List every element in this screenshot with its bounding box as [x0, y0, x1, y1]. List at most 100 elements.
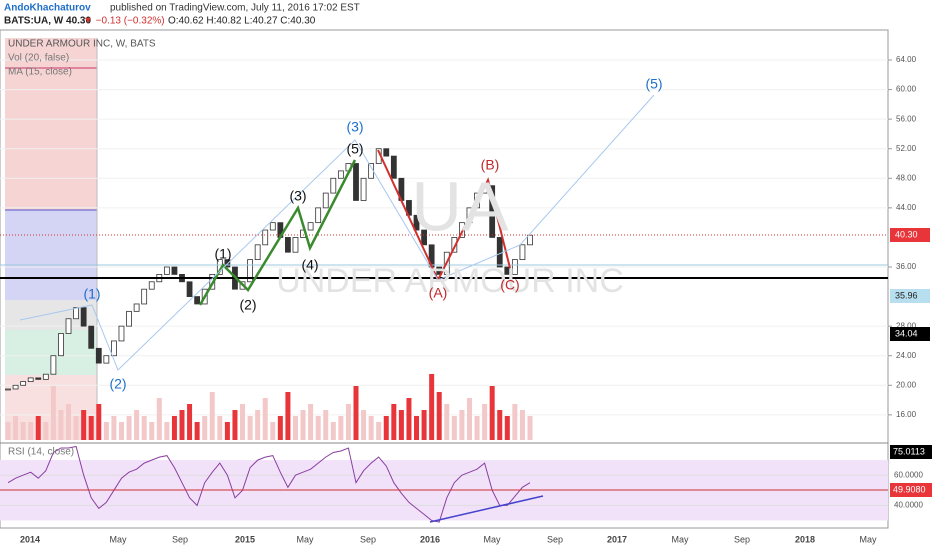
x-tick-label: Sep [734, 534, 750, 544]
change: ▼ −0.13 (−0.32%) [83, 16, 165, 27]
rsi-tag-label: 75.0113 [893, 446, 925, 456]
indicator-label: MA (15, close) [8, 67, 72, 78]
candle-body [527, 234, 533, 246]
volume-bar [126, 416, 132, 440]
volume-bar [497, 410, 503, 440]
volume-bar [149, 422, 155, 440]
volume-bar [118, 422, 124, 440]
volume-bar [88, 416, 94, 440]
volume-bar [194, 422, 200, 440]
volume-bar [459, 410, 465, 440]
projection-wave [19, 94, 655, 371]
watermark: UA [411, 167, 509, 245]
wave-label: (1) [214, 246, 231, 262]
candle-body [504, 266, 511, 275]
candle-body [186, 281, 193, 297]
x-tick-label: 2014 [20, 534, 40, 544]
candle-body [111, 340, 117, 357]
symbol: BATS:UA, W 40.30 [4, 16, 91, 27]
volume-bar [330, 422, 336, 440]
y-tick-label: 16.00 [896, 410, 917, 419]
volume-bar [247, 416, 253, 440]
volume-bar [376, 422, 382, 440]
candle-body [292, 237, 299, 253]
candle-body [254, 244, 261, 261]
y-tick-label: 20.00 [896, 380, 917, 389]
volume-bar [66, 404, 72, 440]
y-tick-label: 60.00 [896, 85, 917, 94]
candle-body [489, 185, 496, 238]
candle-body [95, 347, 102, 364]
candle-body [337, 170, 344, 179]
volume-bar [436, 392, 442, 440]
x-tick-label: 2017 [607, 534, 627, 544]
candle-body [247, 259, 253, 283]
volume-bar [504, 416, 510, 440]
candle-body [20, 381, 27, 386]
volume-bar [255, 410, 261, 440]
x-tick-label: 2018 [795, 534, 815, 544]
candle-body [413, 214, 420, 231]
candle-body [73, 307, 79, 320]
candle-body [390, 155, 397, 179]
volume-bar [383, 416, 389, 440]
candle-body [194, 296, 201, 305]
wave-label: (1) [83, 286, 100, 302]
indicator-label: RSI (14, close) [8, 447, 74, 458]
candle-body [80, 307, 87, 327]
x-tick-label: 2015 [235, 534, 255, 544]
candle-body [42, 373, 49, 380]
volume-bar [73, 416, 79, 440]
volume-bar [527, 416, 533, 440]
watermark: UNDER ARMOUR INC [276, 262, 624, 300]
volume-bar [81, 410, 87, 440]
volume-bar [202, 416, 208, 440]
candle-body [5, 388, 11, 391]
y-tick-label: 60.0000 [894, 470, 923, 479]
volume-bar [103, 422, 109, 440]
wave-label: (4) [301, 257, 318, 273]
candle-body [451, 237, 458, 253]
volume-bar [429, 374, 435, 440]
volume-bar [20, 422, 26, 440]
price-tag [890, 228, 930, 242]
candle-body [262, 229, 269, 246]
volume-bar [96, 404, 102, 440]
candle-body [103, 355, 110, 364]
candle-body [27, 377, 34, 382]
volume-bar [391, 404, 397, 440]
volume-bar [474, 416, 480, 440]
volume-bar [519, 410, 525, 440]
candle-body [12, 384, 19, 390]
candle-body [58, 333, 64, 357]
candle-body [118, 325, 125, 342]
wave-label: (A) [429, 285, 448, 301]
rsi-tag [890, 445, 932, 459]
rsi-tag [890, 483, 932, 497]
volume-bar [353, 386, 359, 440]
volume-bar [368, 416, 374, 440]
candle-body [315, 207, 322, 224]
volume-bar [262, 398, 268, 440]
y-tick-label: 28.00 [896, 321, 917, 330]
volume-bar [111, 416, 117, 440]
volume-bar [421, 410, 427, 440]
y-tick-label: 52.00 [896, 144, 917, 153]
volume-bar [512, 404, 518, 440]
volume-bar [270, 422, 276, 440]
candle-body [353, 163, 359, 201]
candle-body [360, 177, 367, 201]
indicator-label: Vol (20, false) [8, 53, 69, 64]
candle-body [330, 177, 337, 194]
author: AndoKhachaturov [4, 3, 91, 14]
volume-bar [28, 422, 34, 440]
candle-body [171, 266, 178, 275]
volume-bar [300, 410, 306, 440]
volume-bar [361, 410, 367, 440]
volume-bar [232, 410, 238, 440]
x-tick-label: Sep [547, 534, 563, 544]
candle-body [65, 318, 72, 334]
y-tick-label: 40.0000 [894, 500, 923, 509]
x-tick-label: May [859, 534, 877, 544]
fib-zone [5, 210, 97, 300]
